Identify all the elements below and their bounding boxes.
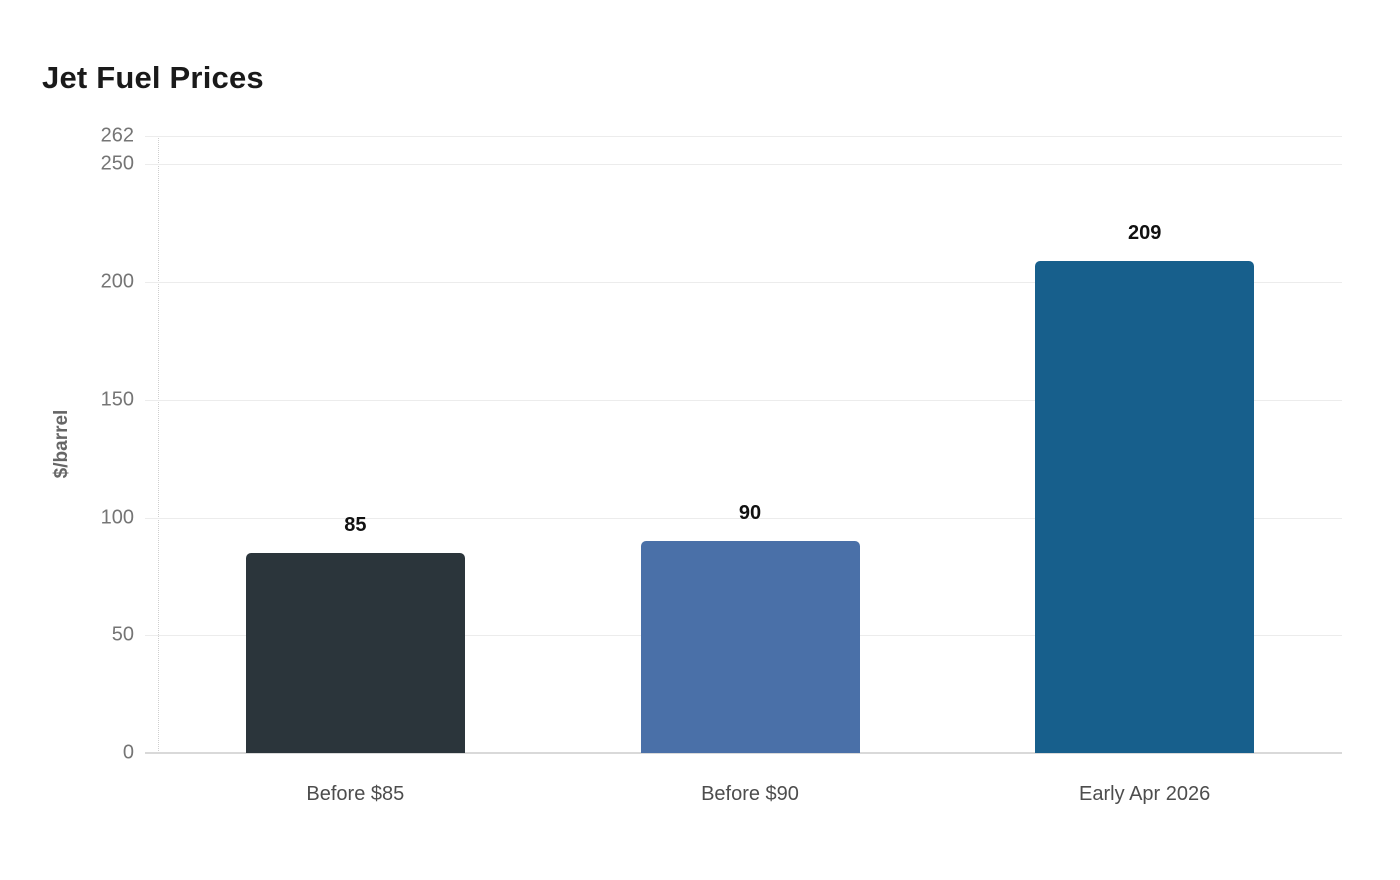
y-tick-label: 250 bbox=[100, 152, 134, 175]
gridline bbox=[145, 399, 1342, 401]
y-axis-title: $/barrel bbox=[51, 409, 72, 479]
y-tick-label: 100 bbox=[100, 506, 134, 528]
x-category-label: Early Apr 2026 bbox=[1079, 783, 1211, 805]
y-tick-label: 50 bbox=[111, 623, 134, 646]
x-category-label: Before $85 bbox=[306, 783, 405, 805]
gridline bbox=[145, 136, 1342, 137]
bar-early-apr-2026[interactable] bbox=[1035, 260, 1255, 753]
gridline bbox=[145, 164, 1342, 166]
plot-area: 262 250 200 150 100 50 0 85 Before $85 90 Before $… bbox=[101, 125, 1342, 805]
y-tick-label: 150 bbox=[100, 388, 134, 411]
x-axis-line bbox=[145, 752, 1342, 754]
gridline bbox=[145, 517, 1342, 519]
y-tick-label: 200 bbox=[100, 270, 134, 293]
y-axis-line bbox=[158, 136, 159, 753]
bar-value-label: 209 bbox=[1127, 221, 1162, 244]
gridline bbox=[145, 282, 1342, 283]
bar-before-85[interactable] bbox=[245, 552, 465, 753]
bar-value-label: 90 bbox=[738, 502, 762, 525]
x-category-label: Before $90 bbox=[701, 783, 799, 805]
bar-before-90[interactable] bbox=[640, 541, 860, 753]
chart-title: Jet Fuel Prices bbox=[42, 60, 264, 95]
y-tick-label: 262 bbox=[100, 124, 134, 147]
bar-value-label: 85 bbox=[344, 513, 367, 536]
y-tick-label: 0 bbox=[122, 741, 134, 764]
